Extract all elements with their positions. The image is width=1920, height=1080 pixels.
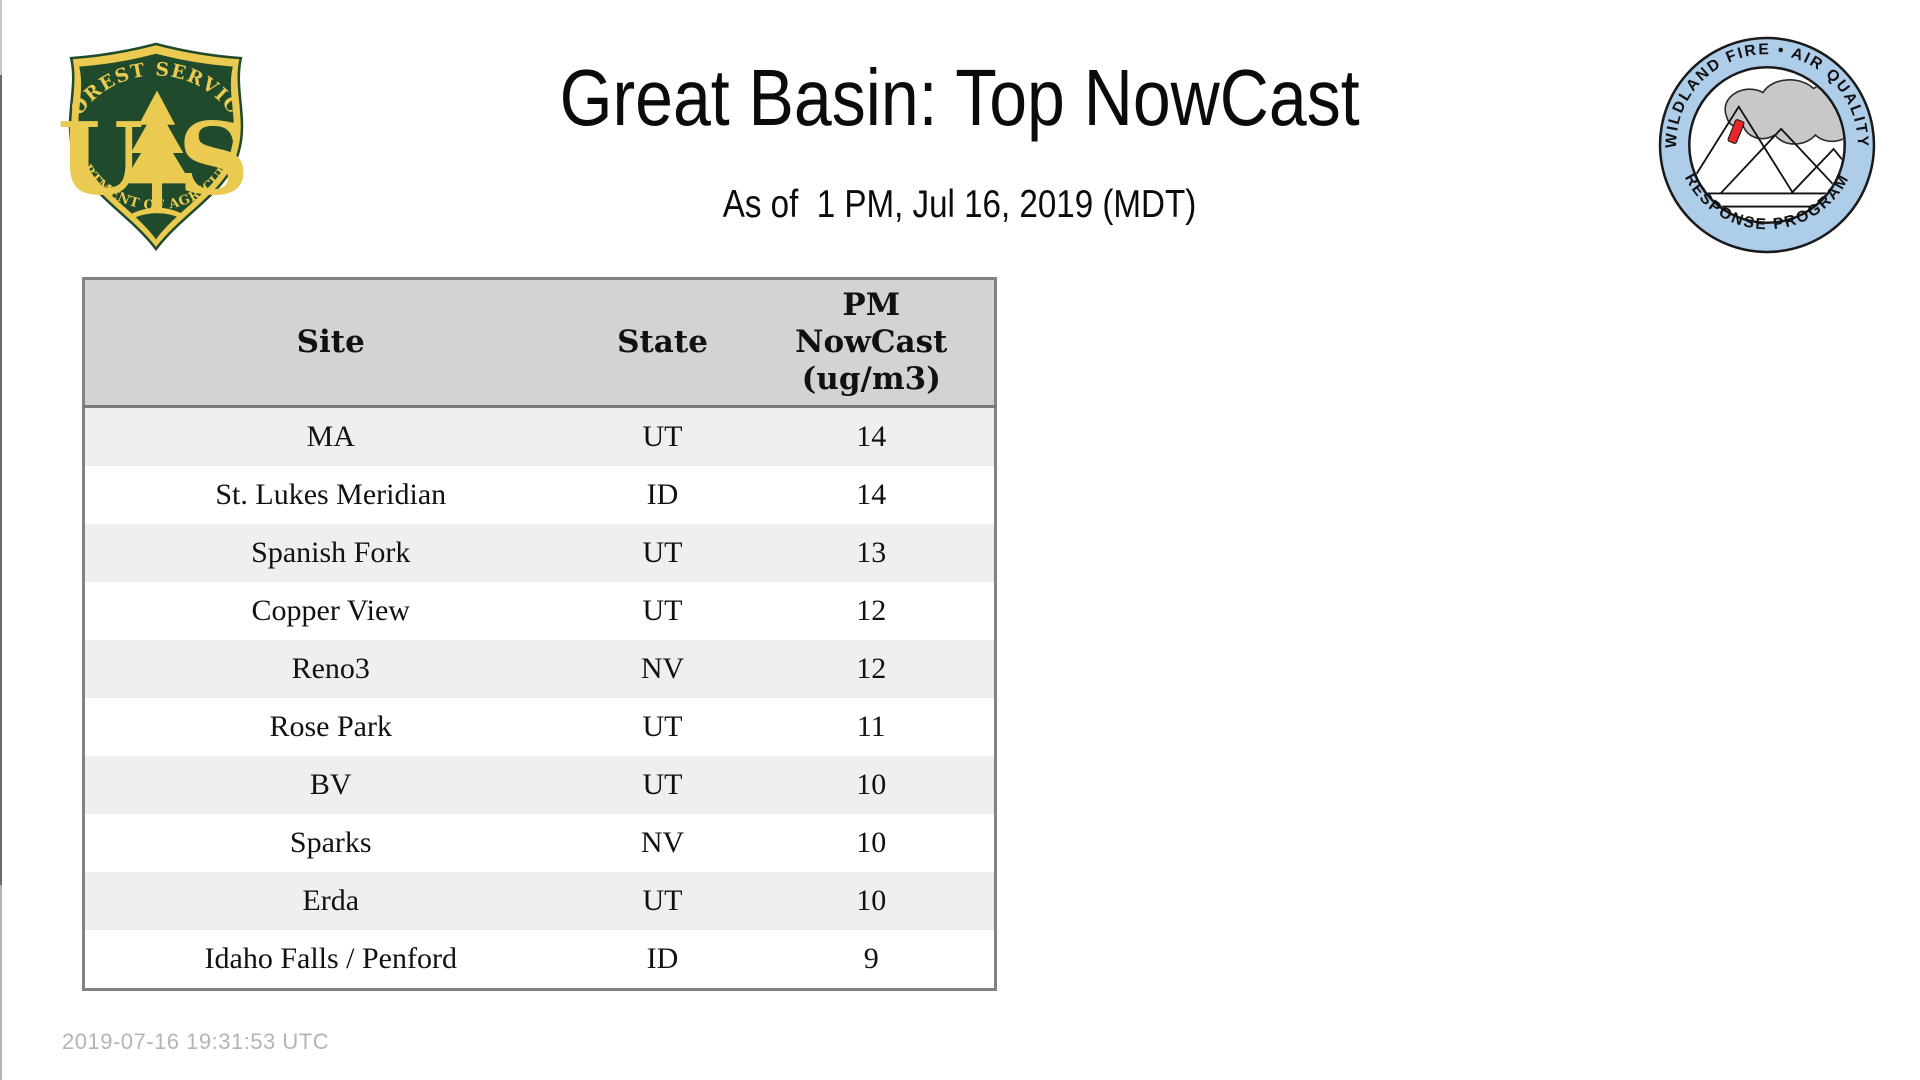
flame-icon [1727, 119, 1745, 144]
col-header-pm-nowcast: PM NowCast (ug/m3) [748, 278, 996, 408]
value-cell: 12 [748, 582, 996, 640]
state-cell: UT [576, 524, 749, 582]
site-cell: BV [83, 756, 577, 814]
site-cell: Idaho Falls / Penford [83, 930, 577, 990]
forest-service-logo: FOREST SERVICE U S DEPARTMENT OF AGRICUL… [55, 38, 249, 252]
table-row: Rose Park UT 11 [83, 698, 996, 756]
page-subtitle: As of 1 PM, Jul 16, 2019 (MDT) [0, 183, 1920, 227]
site-cell: Sparks [83, 814, 577, 872]
page-title: Great Basin: Top NowCast [0, 56, 1920, 140]
table-row: BV UT 10 [83, 756, 996, 814]
state-cell: ID [576, 466, 749, 524]
state-cell: ID [576, 930, 749, 990]
site-cell: MA [83, 406, 577, 466]
value-cell: 9 [748, 930, 996, 990]
site-cell: Erda [83, 872, 577, 930]
col-header-site: Site [83, 278, 577, 408]
value-cell: 10 [748, 872, 996, 930]
value-cell: 10 [748, 814, 996, 872]
window-edge-artifact [0, 0, 2, 75]
table-row: MA UT 14 [83, 406, 996, 466]
site-cell: Copper View [83, 582, 577, 640]
value-cell: 10 [748, 756, 996, 814]
table-row: Spanish Fork UT 13 [83, 524, 996, 582]
state-cell: NV [576, 640, 749, 698]
state-cell: UT [576, 872, 749, 930]
value-cell: 13 [748, 524, 996, 582]
state-cell: UT [576, 582, 749, 640]
value-cell: 11 [748, 698, 996, 756]
page-subtitle-text: As of 1 PM, Jul 16, 2019 (MDT) [723, 183, 1197, 226]
pine-tree-icon [122, 90, 192, 219]
fs-letter-u: U [57, 101, 143, 217]
site-cell: Reno3 [83, 640, 577, 698]
site-cell: Rose Park [83, 698, 577, 756]
wfaqrp-logo: WILDLAND FIRE • AIR QUALITY RESPONSE PRO… [1658, 36, 1876, 254]
site-cell: Spanish Fork [83, 524, 577, 582]
page-title-text: Great Basin: Top NowCast [559, 53, 1360, 142]
col-header-state: State [576, 278, 749, 408]
table-row: Idaho Falls / Penford ID 9 [83, 930, 996, 990]
value-cell: 14 [748, 466, 996, 524]
state-cell: NV [576, 814, 749, 872]
window-edge-artifact [0, 75, 2, 885]
fs-letter-s: S [178, 101, 249, 217]
state-cell: UT [576, 756, 749, 814]
footer-timestamp: 2019-07-16 19:31:53 UTC [62, 1029, 330, 1054]
table-row: Reno3 NV 12 [83, 640, 996, 698]
table-row: Copper View UT 12 [83, 582, 996, 640]
window-edge-artifact [0, 885, 2, 1080]
value-cell: 14 [748, 406, 996, 466]
state-cell: UT [576, 698, 749, 756]
nowcast-table: Site State PM NowCast (ug/m3) MA UT 14 S… [82, 277, 997, 991]
table-header: Site State PM NowCast (ug/m3) [83, 278, 996, 408]
nowcast-table-container: Site State PM NowCast (ug/m3) MA UT 14 S… [82, 277, 997, 991]
table-body: MA UT 14 St. Lukes Meridian ID 14 Spanis… [83, 406, 996, 990]
value-cell: 12 [748, 640, 996, 698]
table-row: Sparks NV 10 [83, 814, 996, 872]
table-row: St. Lukes Meridian ID 14 [83, 466, 996, 524]
state-cell: UT [576, 406, 749, 466]
site-cell: St. Lukes Meridian [83, 466, 577, 524]
table-row: Erda UT 10 [83, 872, 996, 930]
